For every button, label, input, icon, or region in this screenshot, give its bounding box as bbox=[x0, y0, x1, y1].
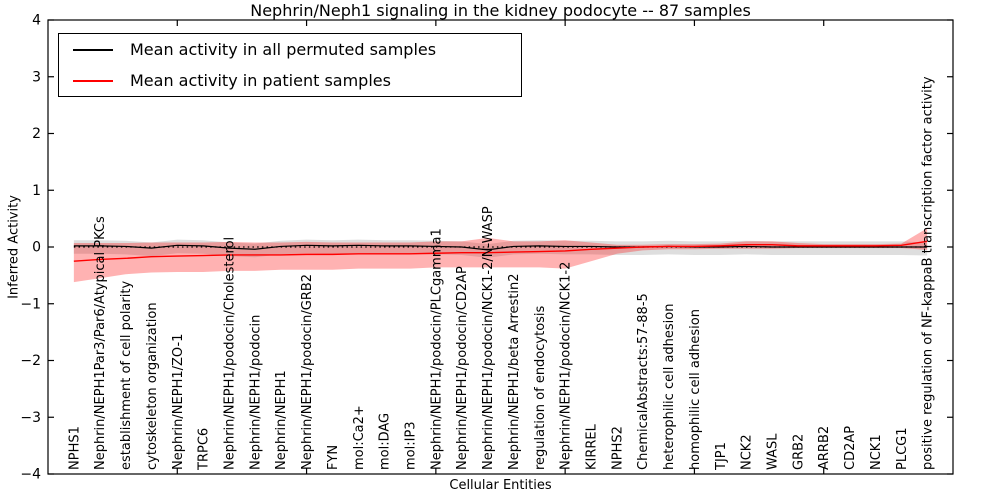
x-category-label: cytoskeleton organization bbox=[145, 302, 160, 470]
x-category-label: regulation of endocytosis bbox=[533, 305, 548, 470]
x-category-label: Nephrin/NEPH1/ZO-1 bbox=[171, 334, 186, 470]
y-tick-label: 3 bbox=[32, 69, 41, 85]
legend-item-patient: Mean activity in patient samples bbox=[59, 67, 521, 95]
x-category-label: Nephrin/NEPH1/podocin/CD2AP bbox=[455, 266, 470, 470]
permuted-mean-line bbox=[73, 244, 928, 251]
x-category-label: TJP1 bbox=[714, 442, 729, 471]
patient-mean-line bbox=[73, 240, 928, 262]
x-category-label: mol:Ca2+ bbox=[352, 405, 367, 470]
x-category-label: mol:DAG bbox=[378, 413, 393, 470]
x-category-label: Nephrin/NEPH1/podocin/GRB2 bbox=[300, 274, 315, 470]
x-category-label: ARRB2 bbox=[817, 426, 832, 470]
x-category-label: NCK1 bbox=[869, 434, 884, 470]
x-category-label: Nephrin/NEPH1/podocin/NCK1-2 bbox=[559, 262, 574, 470]
x-category-label: NPHS2 bbox=[610, 426, 625, 470]
x-category-label: GRB2 bbox=[791, 434, 806, 470]
y-tick-label: 2 bbox=[32, 126, 41, 142]
legend-line-sample-black bbox=[73, 48, 113, 51]
legend: Mean activity in all permuted samples Me… bbox=[58, 33, 522, 97]
y-tick-label: 1 bbox=[32, 183, 41, 199]
legend-label: Mean activity in patient samples bbox=[130, 71, 391, 90]
y-tick-label: −1 bbox=[20, 296, 41, 312]
y-tick-label: 4 bbox=[32, 13, 41, 29]
y-tick-label: −2 bbox=[20, 353, 41, 369]
x-category-label: homophilic cell adhesion bbox=[688, 309, 703, 470]
x-category-label: positive regulation of NF-kappaB transcr… bbox=[921, 76, 936, 470]
x-category-label: establishment of cell polarity bbox=[119, 281, 134, 470]
y-axis-label: Inferred Activity bbox=[6, 195, 22, 299]
x-category-label: TRPC6 bbox=[197, 428, 212, 471]
x-category-label: heterophilic cell adhesion bbox=[662, 304, 677, 471]
x-category-label: CD2AP bbox=[843, 426, 858, 470]
x-category-label: Nephrin/NEPH1/podocin/NCK1-2/N-WASP bbox=[481, 206, 496, 470]
x-category-label: Nephrin/NEPH1Par3/Par6/Atypical PKCs bbox=[93, 216, 108, 470]
chart-title: Nephrin/Neph1 signaling in the kidney po… bbox=[250, 1, 751, 20]
y-tick-label: −4 bbox=[20, 467, 41, 483]
x-category-label: Nephrin/NEPH1/beta Arrestin2 bbox=[507, 274, 522, 471]
x-category-label: FYN bbox=[326, 445, 341, 470]
x-category-label: Nephrin/NEPH1/podocin/PLCgamma1 bbox=[429, 228, 444, 470]
y-tick-label: 0 bbox=[32, 240, 41, 256]
legend-line-sample-red bbox=[73, 79, 113, 82]
x-category-label: Nephrin/NEPH1/podocin/Cholesterol bbox=[223, 237, 238, 470]
legend-item-permuted: Mean activity in all permuted samples bbox=[59, 36, 521, 64]
legend-label: Mean activity in all permuted samples bbox=[130, 40, 437, 59]
x-category-label: WASL bbox=[766, 433, 781, 470]
x-category-label: ChemicalAbstracts:57-88-5 bbox=[636, 293, 651, 470]
x-category-label: KIRREL bbox=[585, 423, 600, 470]
x-category-label: Nephrin/NEPH1/podocin bbox=[248, 315, 263, 470]
x-category-label: PLCG1 bbox=[895, 427, 910, 470]
x-axis-label: Cellular Entities bbox=[449, 478, 552, 493]
patient-confidence-band bbox=[73, 228, 928, 283]
x-category-label: NCK2 bbox=[740, 434, 755, 470]
x-category-label: NPHS1 bbox=[67, 426, 82, 470]
y-tick-label: −3 bbox=[20, 410, 41, 426]
x-category-label: mol:IP3 bbox=[404, 421, 419, 470]
x-category-label: Nephrin/NEPH1 bbox=[274, 370, 289, 470]
